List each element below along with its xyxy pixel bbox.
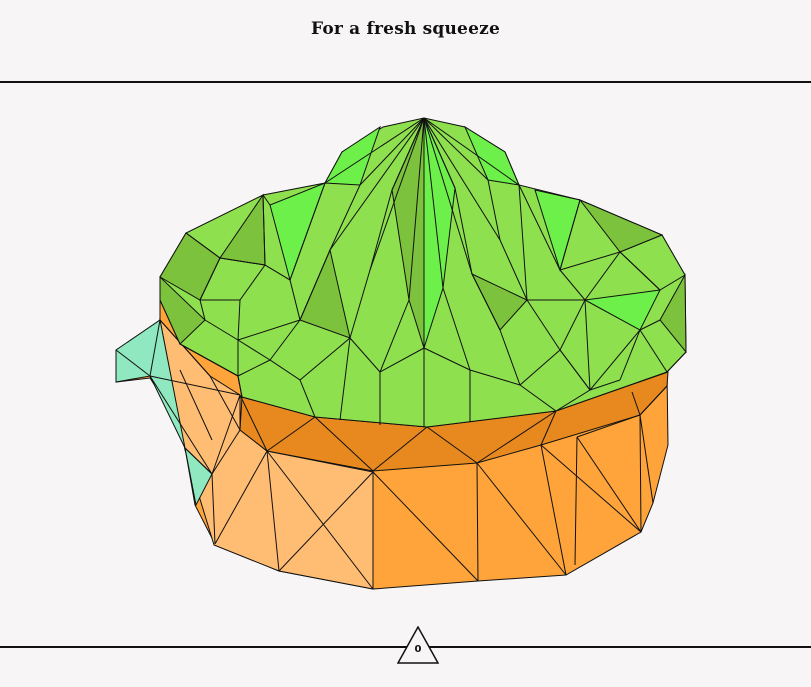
page-title: For a fresh squeeze: [311, 19, 500, 39]
juicer-base: [115, 298, 669, 590]
juicer-dome: [159, 117, 687, 428]
triangle-counter-value: 0: [414, 644, 422, 655]
header-bar: For a fresh squeeze: [0, 0, 811, 83]
triangle-counter-icon: [397, 626, 439, 664]
footer-divider: [0, 646, 811, 648]
